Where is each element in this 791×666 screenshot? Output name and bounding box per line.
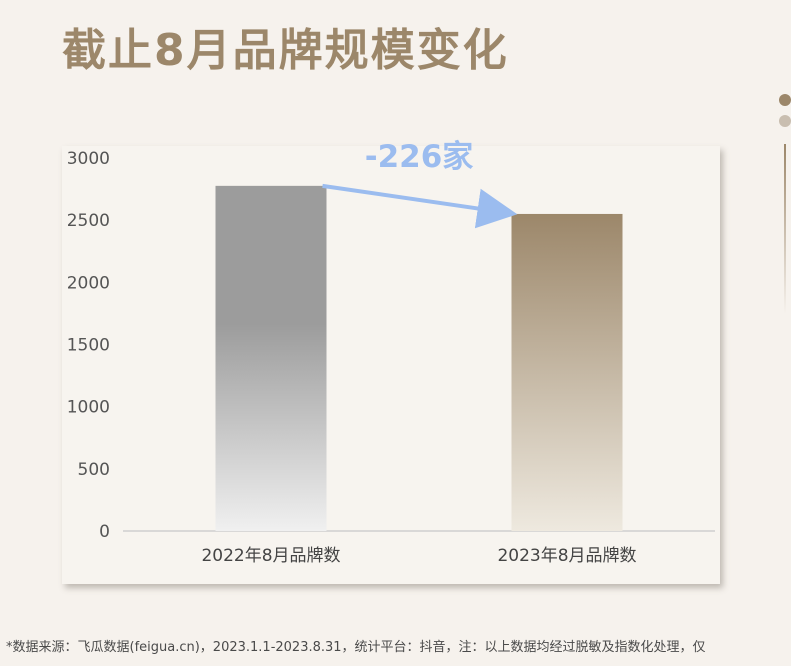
- y-tick-label: 500: [78, 460, 110, 480]
- y-tick-label: 2500: [67, 211, 110, 231]
- decor-line: [784, 144, 786, 314]
- change-annotation-label: -226家: [365, 139, 474, 175]
- y-tick-label: 1500: [67, 336, 110, 356]
- x-tick-label: 2022年8月品牌数: [201, 546, 340, 566]
- y-tick-label: 2000: [67, 273, 110, 293]
- decor-dot-light: [779, 115, 791, 127]
- x-tick-label: 2023年8月品牌数: [497, 546, 636, 566]
- change-arrow: [322, 183, 518, 229]
- bar-chart: 0 500 1000 1500 2000 2500 3000 2022年8月品牌数 2023年8…: [67, 139, 715, 566]
- y-tick-label: 1000: [67, 398, 110, 418]
- data-source-footnote: *数据来源：飞瓜数据(feigua.cn)，2023.1.1-2023.8.31…: [6, 640, 706, 655]
- page-title: 截止8月品牌规模变化: [62, 25, 509, 76]
- y-tick-label: 0: [99, 522, 110, 542]
- y-tick-label: 3000: [67, 149, 110, 169]
- decor-dot-dark: [779, 94, 791, 106]
- bar-2022: [215, 185, 327, 532]
- bar-2023: [511, 213, 623, 531]
